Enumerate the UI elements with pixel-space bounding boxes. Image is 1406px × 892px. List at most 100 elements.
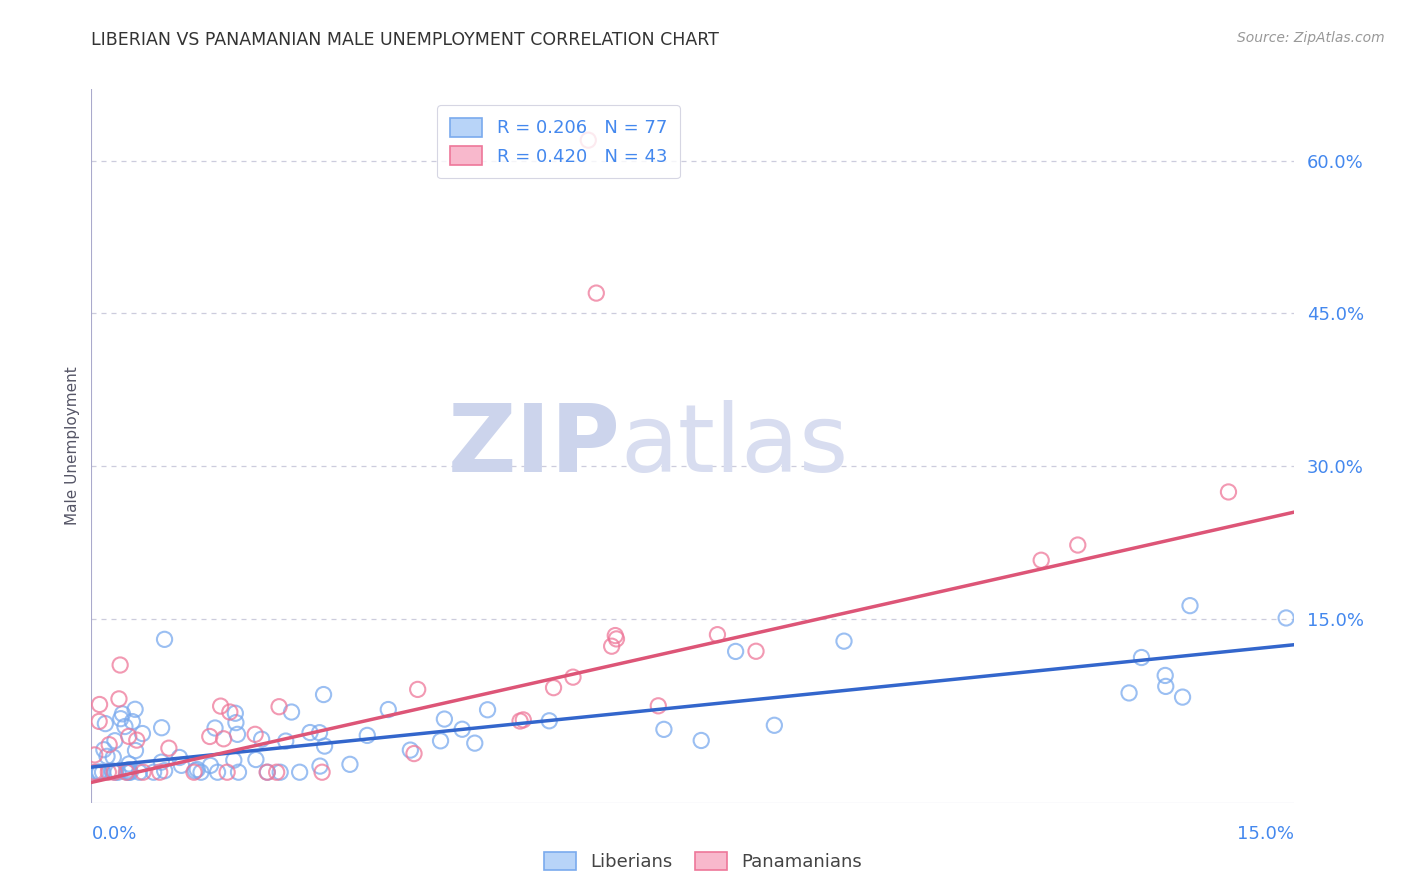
Point xyxy=(150,755,173,769)
Point xyxy=(207,765,229,780)
Point xyxy=(204,721,226,735)
Point xyxy=(184,764,207,778)
Point xyxy=(724,644,747,658)
Point xyxy=(256,765,278,780)
Point xyxy=(212,731,235,746)
Point xyxy=(298,725,321,739)
Point xyxy=(585,286,607,301)
Point xyxy=(250,732,273,747)
Point xyxy=(170,758,193,772)
Point xyxy=(245,752,267,766)
Point xyxy=(433,712,456,726)
Point xyxy=(150,721,173,735)
Point xyxy=(118,756,141,771)
Point xyxy=(169,750,191,764)
Point xyxy=(217,765,239,780)
Text: 15.0%: 15.0% xyxy=(1236,825,1294,843)
Point xyxy=(153,764,176,778)
Point xyxy=(266,765,288,780)
Point xyxy=(186,763,208,777)
Point xyxy=(1067,538,1090,552)
Point xyxy=(111,706,134,721)
Point xyxy=(86,765,108,780)
Point xyxy=(562,670,585,684)
Point xyxy=(101,764,124,778)
Point xyxy=(91,765,114,780)
Point xyxy=(89,698,111,712)
Point xyxy=(1130,650,1153,665)
Point xyxy=(477,703,499,717)
Point xyxy=(763,718,786,732)
Text: LIBERIAN VS PANAMANIAN MALE UNEMPLOYMENT CORRELATION CHART: LIBERIAN VS PANAMANIAN MALE UNEMPLOYMENT… xyxy=(91,31,720,49)
Point xyxy=(117,765,139,780)
Point xyxy=(209,699,232,714)
Point xyxy=(153,632,176,647)
Point xyxy=(108,658,131,673)
Point xyxy=(377,702,399,716)
Point xyxy=(1154,668,1177,682)
Point xyxy=(93,742,115,756)
Point xyxy=(280,705,302,719)
Point xyxy=(104,765,127,780)
Point xyxy=(124,702,146,716)
Point xyxy=(314,739,336,753)
Point xyxy=(118,763,141,777)
Point xyxy=(132,765,155,780)
Point xyxy=(1178,599,1201,613)
Point xyxy=(108,691,131,706)
Point xyxy=(512,713,534,727)
Point xyxy=(402,747,425,761)
Point xyxy=(114,719,136,733)
Point xyxy=(107,765,129,780)
Point xyxy=(745,644,768,658)
Point xyxy=(464,736,486,750)
Point xyxy=(83,765,105,780)
Point xyxy=(399,743,422,757)
Point xyxy=(190,765,212,780)
Point xyxy=(98,738,121,752)
Point xyxy=(269,765,291,780)
Point xyxy=(224,706,246,721)
Point xyxy=(576,133,599,147)
Text: Source: ZipAtlas.com: Source: ZipAtlas.com xyxy=(1237,31,1385,45)
Point xyxy=(308,725,330,739)
Point xyxy=(103,750,125,764)
Point xyxy=(1118,686,1140,700)
Point xyxy=(605,629,627,643)
Point xyxy=(690,733,713,747)
Point xyxy=(198,730,221,744)
Point xyxy=(406,682,429,697)
Point xyxy=(103,765,125,780)
Point xyxy=(125,733,148,747)
Point xyxy=(1218,485,1240,500)
Point xyxy=(509,714,531,728)
Point xyxy=(94,716,117,731)
Point xyxy=(89,714,111,729)
Point xyxy=(131,726,153,740)
Point xyxy=(647,698,669,713)
Point xyxy=(128,765,150,780)
Point xyxy=(89,765,111,780)
Point xyxy=(142,765,165,780)
Point xyxy=(157,741,180,756)
Point xyxy=(97,765,120,780)
Point xyxy=(228,765,250,780)
Point xyxy=(243,727,266,741)
Point xyxy=(149,765,172,780)
Point xyxy=(225,715,247,730)
Point xyxy=(267,699,290,714)
Point xyxy=(200,758,222,772)
Point xyxy=(83,747,105,762)
Point xyxy=(1154,680,1177,694)
Point xyxy=(118,765,141,780)
Point xyxy=(218,705,240,719)
Point xyxy=(706,628,728,642)
Point xyxy=(538,714,561,728)
Point xyxy=(1275,611,1298,625)
Text: ZIP: ZIP xyxy=(447,400,620,492)
Legend: R = 0.206   N = 77, R = 0.420   N = 43: R = 0.206 N = 77, R = 0.420 N = 43 xyxy=(437,105,679,178)
Point xyxy=(183,765,205,780)
Point xyxy=(543,681,565,695)
Text: atlas: atlas xyxy=(620,400,849,492)
Point xyxy=(124,743,146,757)
